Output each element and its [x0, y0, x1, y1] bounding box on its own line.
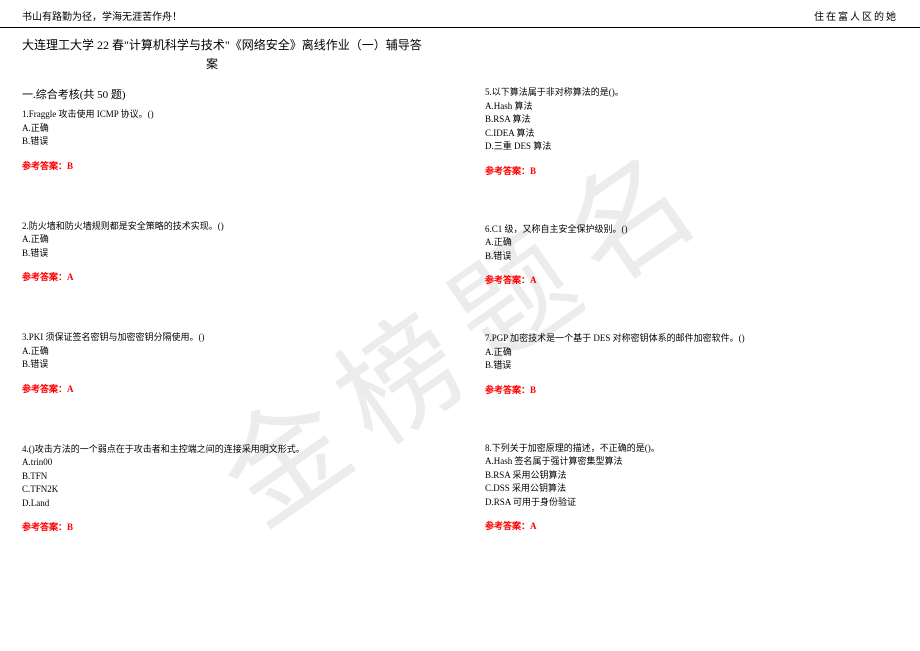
doc-title-line2: 案	[22, 55, 402, 72]
option-a: A.Hash 算法	[485, 100, 898, 114]
option-d: D.三重 DES 算法	[485, 140, 898, 154]
answer-text: 参考答案：A	[485, 519, 898, 532]
option-d: D.RSA 可用于身份验证	[485, 496, 898, 510]
left-column: 一.综合考核(共 50 题) 1.Fraggle 攻击使用 ICMP 协议。()…	[22, 86, 435, 563]
question-4: 4.()攻击方法的一个弱点在于攻击者和主控端之间的连接采用明文形式。 A.tri…	[22, 443, 435, 534]
question-3: 3.PKI 须保证签名密钥与加密密钥分隔使用。() A.正确 B.错误 参考答案…	[22, 331, 435, 395]
option-c: C.IDEA 算法	[485, 127, 898, 141]
option-a: A.正确	[485, 346, 898, 360]
question-7: 7.PGP 加密技术是一个基于 DES 对称密钥体系的邮件加密软件。() A.正…	[485, 332, 898, 396]
question-6: 6.C1 级，又称自主安全保护级别。() A.正确 B.错误 参考答案：A	[485, 223, 898, 287]
answer-text: 参考答案：B	[22, 520, 435, 533]
option-b: B.RSA 采用公钥算法	[485, 469, 898, 483]
question-text: 1.Fraggle 攻击使用 ICMP 协议。()	[22, 108, 435, 122]
question-text: 8.下列关于加密原理的描述，不正确的是()。	[485, 442, 898, 456]
option-b: B.错误	[22, 247, 435, 261]
question-text: 6.C1 级，又称自主安全保护级别。()	[485, 223, 898, 237]
answer-text: 参考答案：A	[22, 270, 435, 283]
question-8: 8.下列关于加密原理的描述，不正确的是()。 A.Hash 签名属于强计算密集型…	[485, 442, 898, 533]
doc-title-line1: 大连理工大学 22 春"计算机科学与技术"《网络安全》离线作业（一）辅导答	[22, 36, 898, 53]
option-a: A.正确	[22, 345, 435, 359]
question-text: 3.PKI 须保证签名密钥与加密密钥分隔使用。()	[22, 331, 435, 345]
question-1: 1.Fraggle 攻击使用 ICMP 协议。() A.正确 B.错误 参考答案…	[22, 108, 435, 172]
question-2: 2.防火墙和防火墙规则都是安全策略的技术实现。() A.正确 B.错误 参考答案…	[22, 220, 435, 284]
page-content: 大连理工大学 22 春"计算机科学与技术"《网络安全》离线作业（一）辅导答 案 …	[0, 28, 920, 571]
option-d: D.Land	[22, 497, 435, 511]
section-header: 一.综合考核(共 50 题)	[22, 86, 435, 102]
option-a: A.正确	[22, 233, 435, 247]
question-text: 5.以下算法属于非对称算法的是()。	[485, 86, 898, 100]
option-b: B.TFN	[22, 470, 435, 484]
question-text: 7.PGP 加密技术是一个基于 DES 对称密钥体系的邮件加密软件。()	[485, 332, 898, 346]
right-column: 5.以下算法属于非对称算法的是()。 A.Hash 算法 B.RSA 算法 C.…	[485, 86, 898, 563]
question-5: 5.以下算法属于非对称算法的是()。 A.Hash 算法 B.RSA 算法 C.…	[485, 86, 898, 177]
option-c: C.TFN2K	[22, 483, 435, 497]
header-right-text: 住在富人区的她	[814, 8, 898, 23]
answer-text: 参考答案：B	[485, 164, 898, 177]
question-text: 2.防火墙和防火墙规则都是安全策略的技术实现。()	[22, 220, 435, 234]
question-text: 4.()攻击方法的一个弱点在于攻击者和主控端之间的连接采用明文形式。	[22, 443, 435, 457]
option-b: B.错误	[22, 135, 435, 149]
option-b: B.错误	[485, 359, 898, 373]
answer-text: 参考答案：A	[485, 273, 898, 286]
columns-container: 一.综合考核(共 50 题) 1.Fraggle 攻击使用 ICMP 协议。()…	[22, 86, 898, 563]
option-b: B.RSA 算法	[485, 113, 898, 127]
option-b: B.错误	[485, 250, 898, 264]
option-a: A.trin00	[22, 456, 435, 470]
option-a: A.Hash 签名属于强计算密集型算法	[485, 455, 898, 469]
option-a: A.正确	[22, 122, 435, 136]
option-c: C.DSS 采用公钥算法	[485, 482, 898, 496]
option-b: B.错误	[22, 358, 435, 372]
page-header: 书山有路勤为径，学海无涯苦作舟！ 住在富人区的她	[0, 0, 920, 28]
answer-text: 参考答案：B	[485, 383, 898, 396]
option-a: A.正确	[485, 236, 898, 250]
header-left-text: 书山有路勤为径，学海无涯苦作舟！	[22, 8, 182, 23]
answer-text: 参考答案：B	[22, 159, 435, 172]
answer-text: 参考答案：A	[22, 382, 435, 395]
